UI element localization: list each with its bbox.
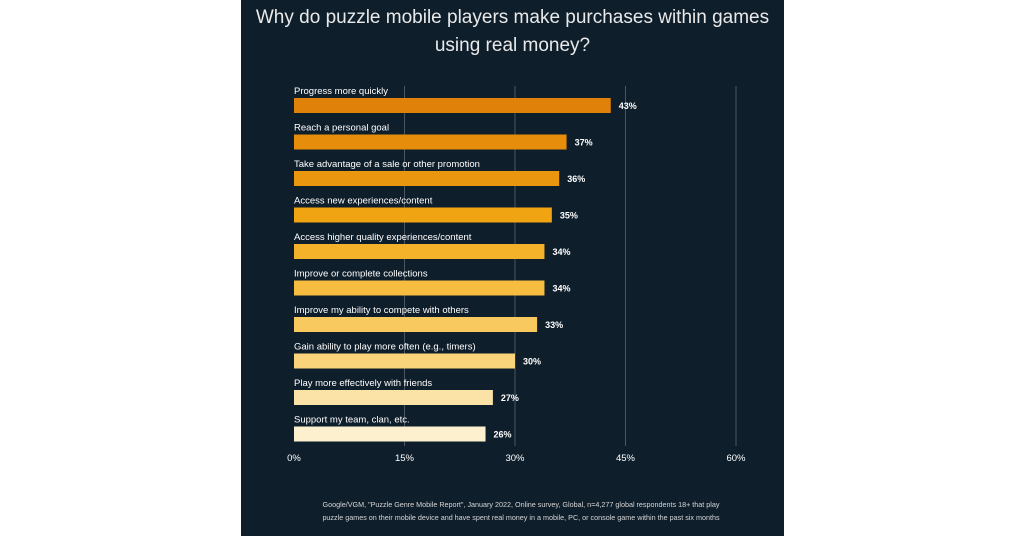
- category-label: Improve or complete collections: [294, 269, 428, 280]
- bar: [294, 353, 515, 369]
- category-label: Play more effectively with friends: [294, 378, 432, 389]
- category-label: Take advantage of a sale or other promot…: [294, 159, 480, 170]
- value-label: 34%: [552, 247, 570, 257]
- value-label: 35%: [560, 211, 578, 221]
- x-tick-label: 45%: [616, 453, 636, 464]
- x-tick-label: 30%: [505, 453, 525, 464]
- value-label: 30%: [523, 357, 541, 367]
- chart-title: Why do puzzle mobile players make purcha…: [255, 7, 770, 56]
- chart-panel: Why do puzzle mobile players make purcha…: [241, 0, 784, 536]
- bar: [294, 134, 567, 150]
- bar: [294, 280, 545, 296]
- category-label: Reach a personal goal: [294, 123, 389, 134]
- bar: [294, 244, 545, 259]
- bar-chart: 0% 15% 30% 45% 60% Progress more quickly 43% Re…: [287, 86, 746, 464]
- category-label: Gain ability to play more often (e.g., t…: [294, 342, 476, 353]
- source-note: Google/VGM, "Puzzle Genre Mobile Report"…: [322, 500, 720, 522]
- x-tick-label: 60%: [726, 453, 746, 464]
- bar: [294, 426, 486, 442]
- x-tick-label: 15%: [395, 453, 415, 464]
- value-label: 34%: [552, 284, 570, 294]
- category-label: Access new experiences/content: [294, 196, 433, 207]
- value-label: 43%: [619, 101, 637, 111]
- bar: [294, 207, 552, 223]
- category-label: Support my team, clan, etc.: [294, 415, 410, 426]
- bar: [294, 390, 493, 405]
- category-label: Access higher quality experiences/conten…: [294, 232, 472, 243]
- bar: [294, 317, 538, 332]
- value-label: 33%: [545, 320, 563, 330]
- bar: [294, 98, 611, 113]
- value-label: 36%: [567, 174, 585, 184]
- category-label: Progress more quickly: [294, 86, 388, 97]
- value-label: 26%: [494, 430, 512, 440]
- x-tick-label: 0%: [287, 453, 301, 464]
- value-label: 37%: [575, 138, 593, 148]
- category-label: Improve my ability to compete with other…: [294, 305, 469, 316]
- bar: [294, 171, 560, 186]
- value-label: 27%: [501, 393, 519, 403]
